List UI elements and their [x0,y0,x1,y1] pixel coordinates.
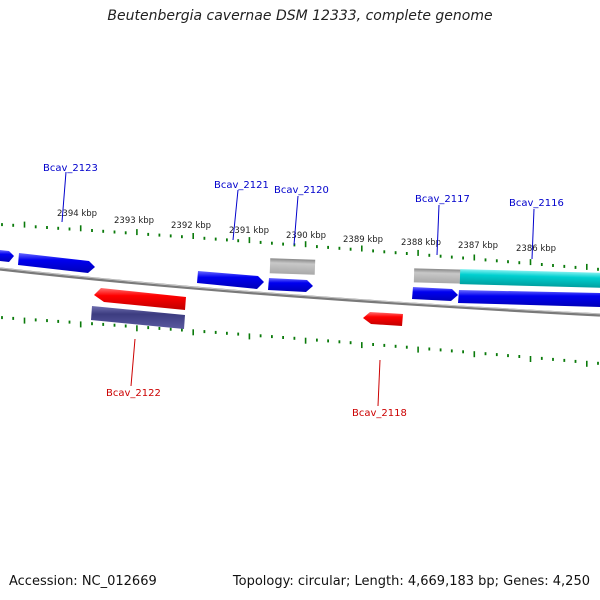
gene-block-bcav-2122-dark[interactable] [91,306,185,329]
genome-backbone [0,267,600,317]
gene-label-bcav-2116[interactable]: Bcav_2116 [509,198,564,209]
kbp-label-2392: 2392 kbp [171,221,211,231]
gene-label-bcav-2121[interactable]: Bcav_2121 [214,180,269,191]
kbp-label-2394: 2394 kbp [57,209,97,219]
inner-tick-track [1,316,599,367]
kbp-label-2389: 2389 kbp [343,235,383,245]
gene-block-bcav-2116-rna[interactable] [459,269,600,288]
accession-text: Accession: NC_012669 [9,574,157,589]
genome-title: Beutenbergia cavernae DSM 12333, complet… [107,8,493,24]
kbp-label-2391: 2391 kbp [229,226,269,236]
gene-arrow-bcav-2123[interactable] [18,253,95,273]
kbp-label-2390: 2390 kbp [286,231,326,241]
gene-label-bcav-2122[interactable]: Bcav_2122 [106,388,161,399]
gene-arrow-bcav-2122[interactable] [94,288,186,310]
label-leaders [61,171,535,407]
gene-label-bcav-2117[interactable]: Bcav_2117 [415,194,470,205]
outer-tick-track [1,221,599,271]
kbp-label-2386: 2386 kbp [516,244,556,254]
gene-label-bcav-2120[interactable]: Bcav_2120 [274,185,329,196]
gene-arrow-bcav-2118[interactable] [363,312,403,326]
gene-arrow-bcav-2120[interactable] [268,278,313,292]
kbp-label-2387: 2387 kbp [458,241,498,251]
kbp-label-2393: 2393 kbp [114,216,154,226]
genome-summary-text: Topology: circular; Length: 4,669,183 bp… [232,574,590,589]
gene-arrow-bcav-2116[interactable] [458,290,600,307]
gene-arrow-bcav-2121[interactable] [197,271,264,289]
gene-block-bcav-2120-gray[interactable] [269,258,316,275]
kbp-label-2388: 2388 kbp [401,238,441,248]
gene-label-bcav-2118[interactable]: Bcav_2118 [352,408,407,419]
gene-block-bcav-2117-gray[interactable] [413,268,463,284]
gene-arrow-left-edge[interactable] [0,250,14,262]
gene-label-bcav-2123[interactable]: Bcav_2123 [43,163,98,174]
gene-arrow-bcav-2117[interactable] [412,287,458,301]
